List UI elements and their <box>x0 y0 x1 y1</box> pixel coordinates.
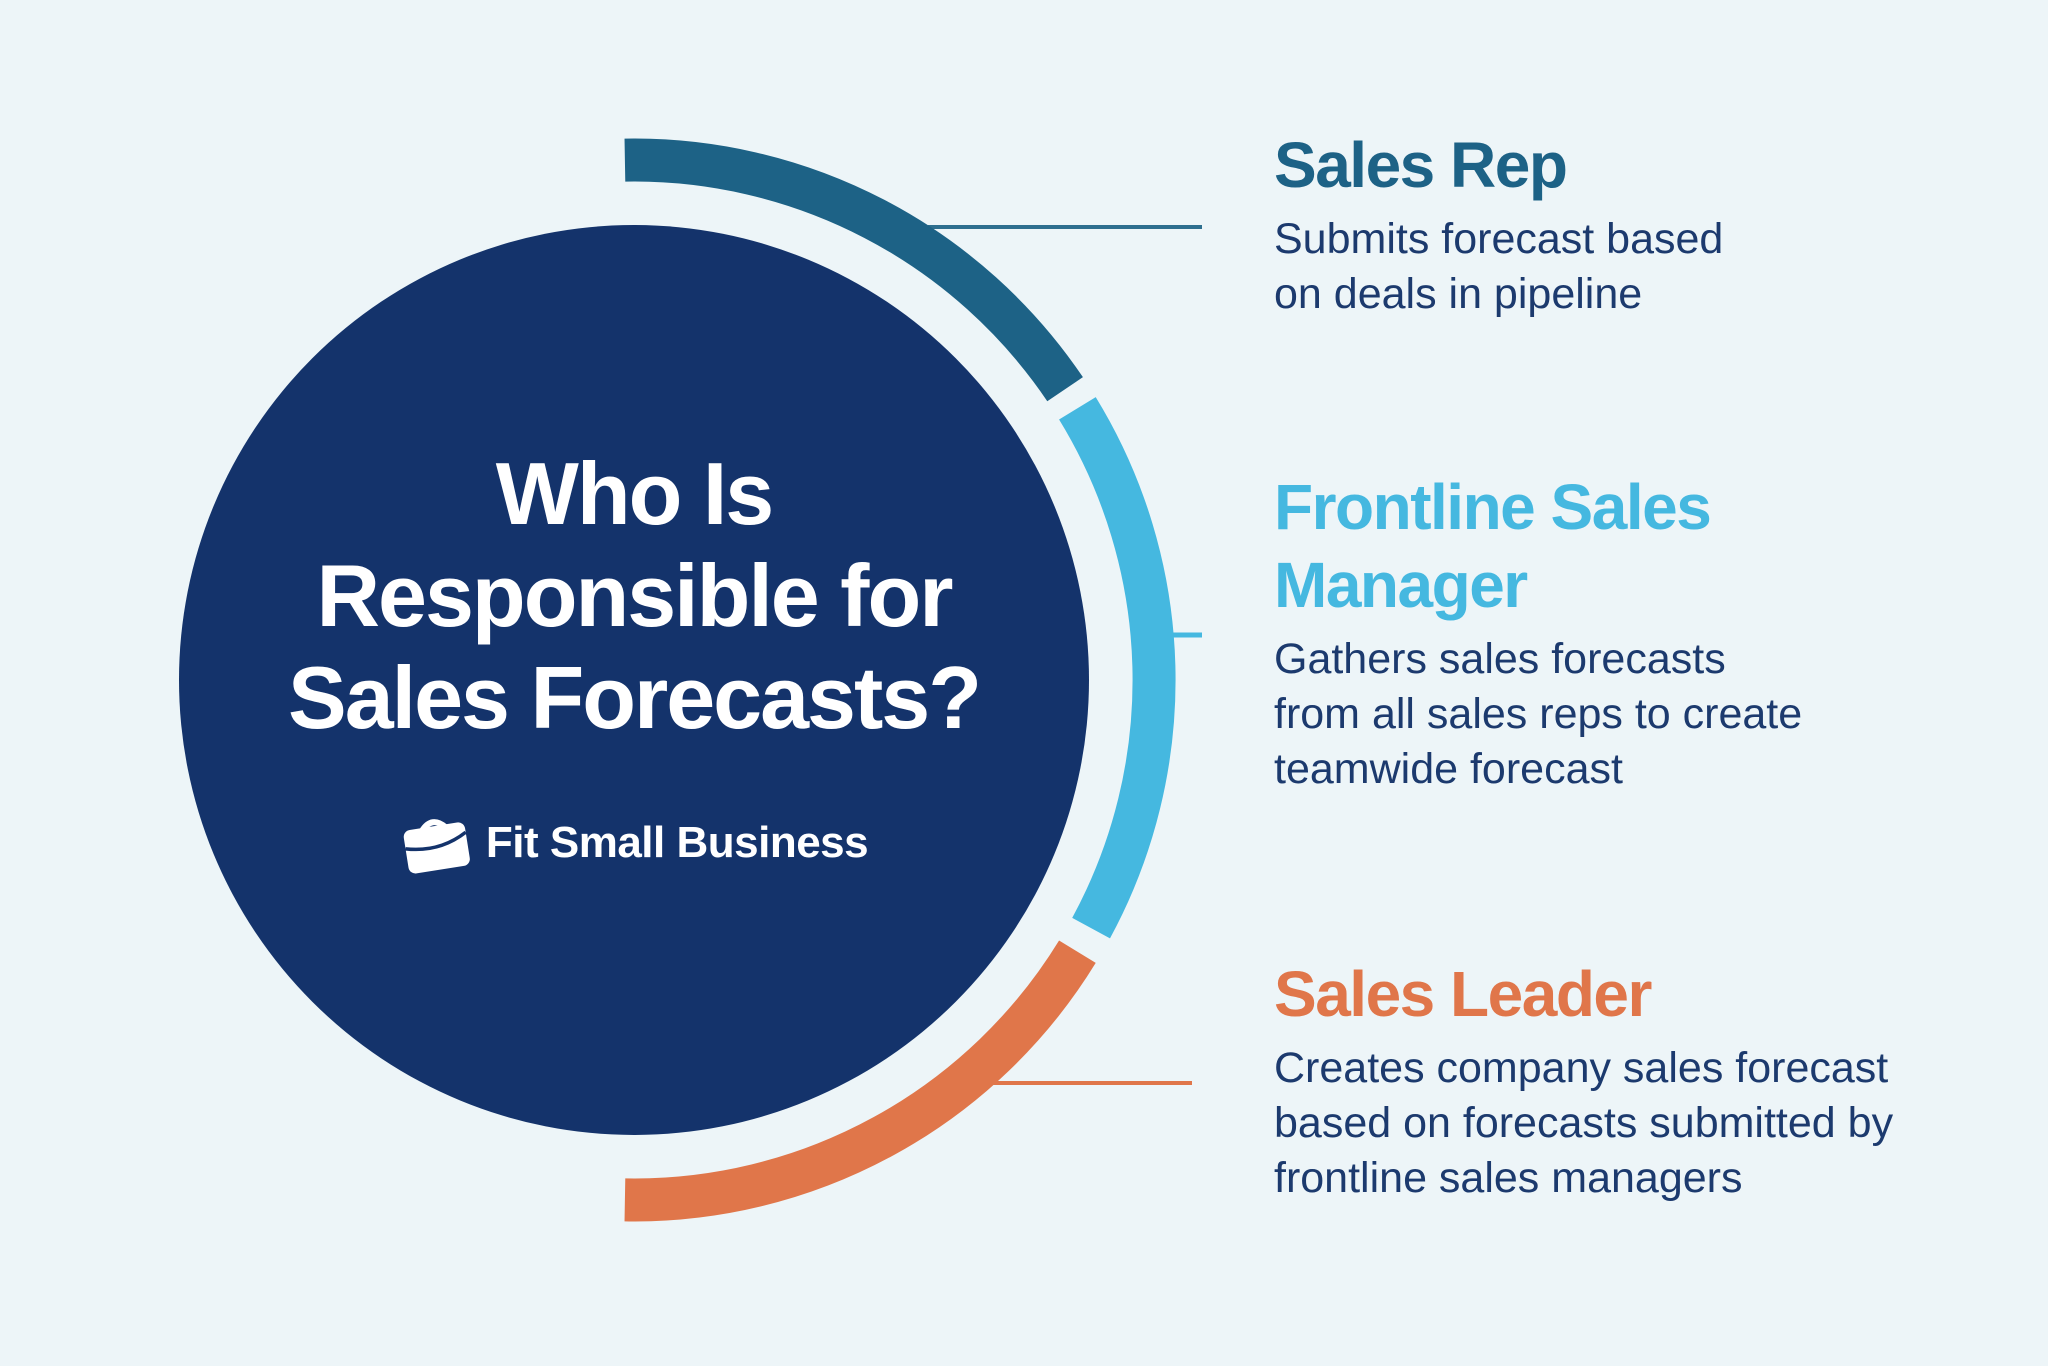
brand-name: Fit Small Business <box>485 818 869 867</box>
section-body-line: teamwide forecast <box>1274 745 1623 793</box>
section-frontline-sales-manager: Frontline Sales Manager Gathers sales fo… <box>1274 468 1802 797</box>
section-body-line: based on forecasts submitted by <box>1274 1099 1894 1147</box>
section-title-line: Sales Rep <box>1274 129 1568 201</box>
section-title-line: Manager <box>1274 549 1528 621</box>
arc-sales-leader <box>624 940 1096 1222</box>
main-title-line: Who Is <box>495 444 774 543</box>
main-title-line: Sales Forecasts? <box>288 648 982 747</box>
section-body-line: frontline sales managers <box>1274 1154 1743 1202</box>
center-circle: Who Is Responsible for Sales Forecasts? … <box>179 225 1089 1135</box>
section-sales-rep: Sales Rep Submits forecast based on deal… <box>1274 126 1723 322</box>
section-sales-leader: Sales Leader Creates company sales forec… <box>1274 955 1893 1206</box>
section-title-line: Frontline Sales <box>1274 471 1712 543</box>
main-title: Who Is Responsible for Sales Forecasts? <box>288 443 982 749</box>
section-body-line: on deals in pipeline <box>1274 270 1643 318</box>
main-title-line: Responsible for <box>316 546 954 645</box>
briefcase-icon <box>403 819 470 874</box>
arc-frontline-sales-manager <box>1059 397 1176 939</box>
section-title-line: Sales Leader <box>1274 958 1652 1030</box>
arc-sales-rep <box>624 138 1083 402</box>
section-body-line: Gathers sales forecasts <box>1274 635 1726 683</box>
section-body-line: from all sales reps to create <box>1274 690 1803 738</box>
brand-logo: Fit Small Business <box>400 811 869 875</box>
section-body-line: Creates company sales forecast <box>1274 1044 1889 1092</box>
section-body-line: Submits forecast based <box>1274 215 1724 263</box>
